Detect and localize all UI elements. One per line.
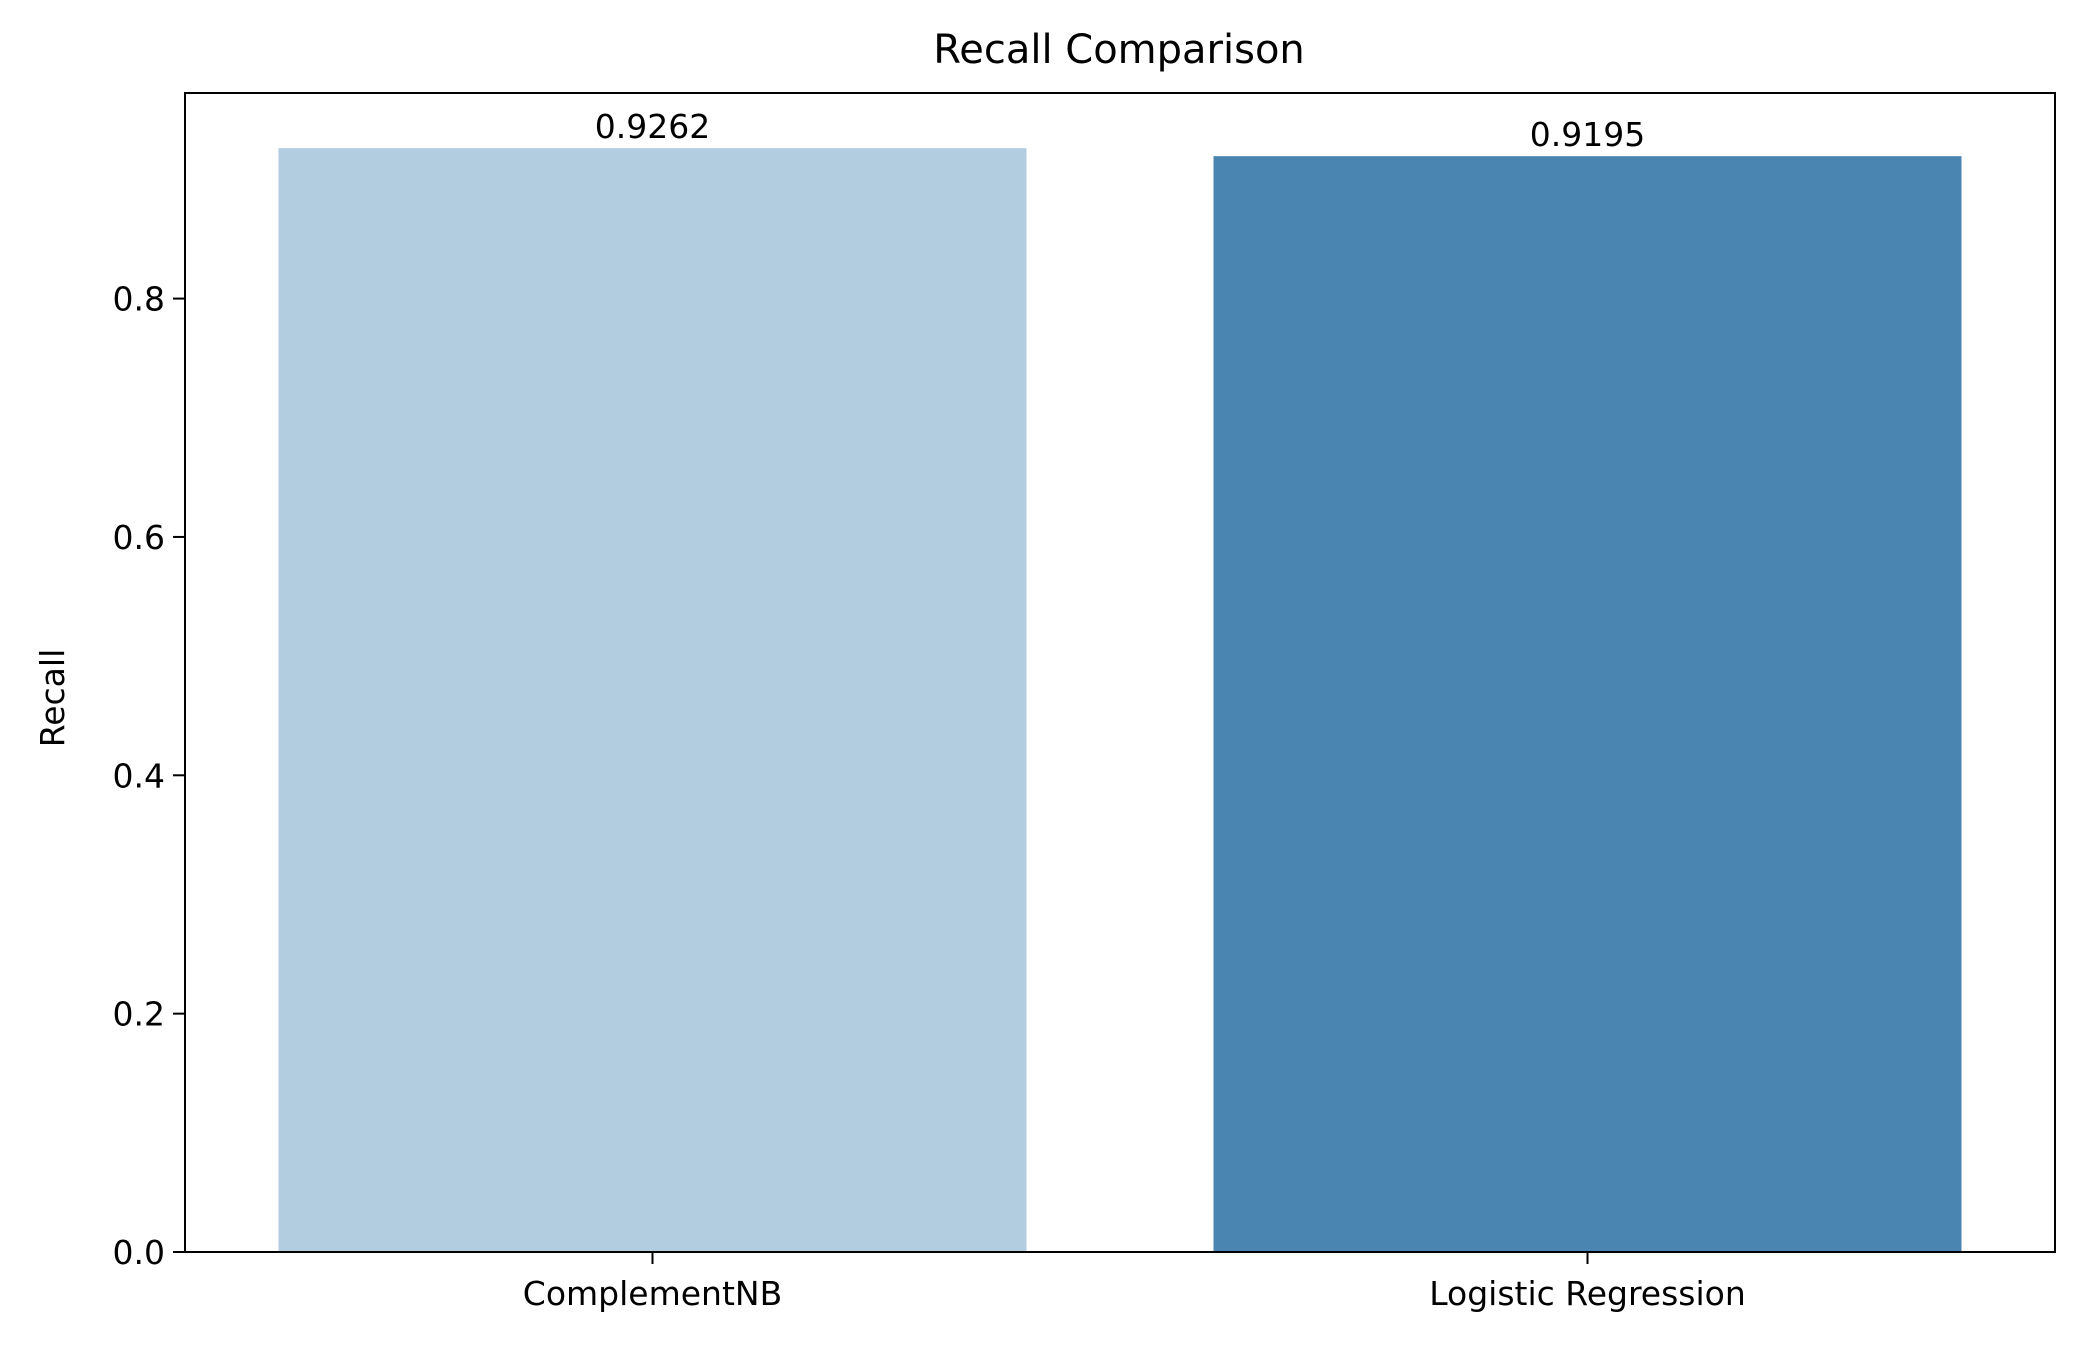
y-axis-label: Recall: [33, 649, 72, 747]
y-tick-label: 0.8: [113, 280, 165, 319]
y-tick-label: 0.6: [113, 518, 165, 557]
y-axis-ticks: 0.0 0.2 0.4 0.6 0.8: [113, 280, 185, 1272]
value-label-logistic-regression: 0.9195: [1530, 115, 1645, 154]
y-tick-label: 0.4: [113, 756, 165, 795]
x-axis-ticks: ComplementNB Logistic Regression: [523, 1252, 1746, 1313]
y-tick-label: 0.0: [113, 1233, 165, 1272]
bar-logistic-regression: [1213, 156, 1962, 1252]
bars-group: [278, 148, 1962, 1253]
x-tick-label: Logistic Regression: [1429, 1274, 1746, 1313]
x-tick-label: ComplementNB: [523, 1274, 782, 1313]
bar-complementnb: [278, 148, 1027, 1253]
value-labels-group: 0.9262 0.9195: [595, 107, 1645, 154]
chart-title: Recall Comparison: [933, 27, 1305, 73]
plot-area-frame: [184, 92, 2056, 1253]
value-label-complementnb: 0.9262: [595, 107, 710, 146]
y-tick-label: 0.2: [113, 995, 165, 1034]
